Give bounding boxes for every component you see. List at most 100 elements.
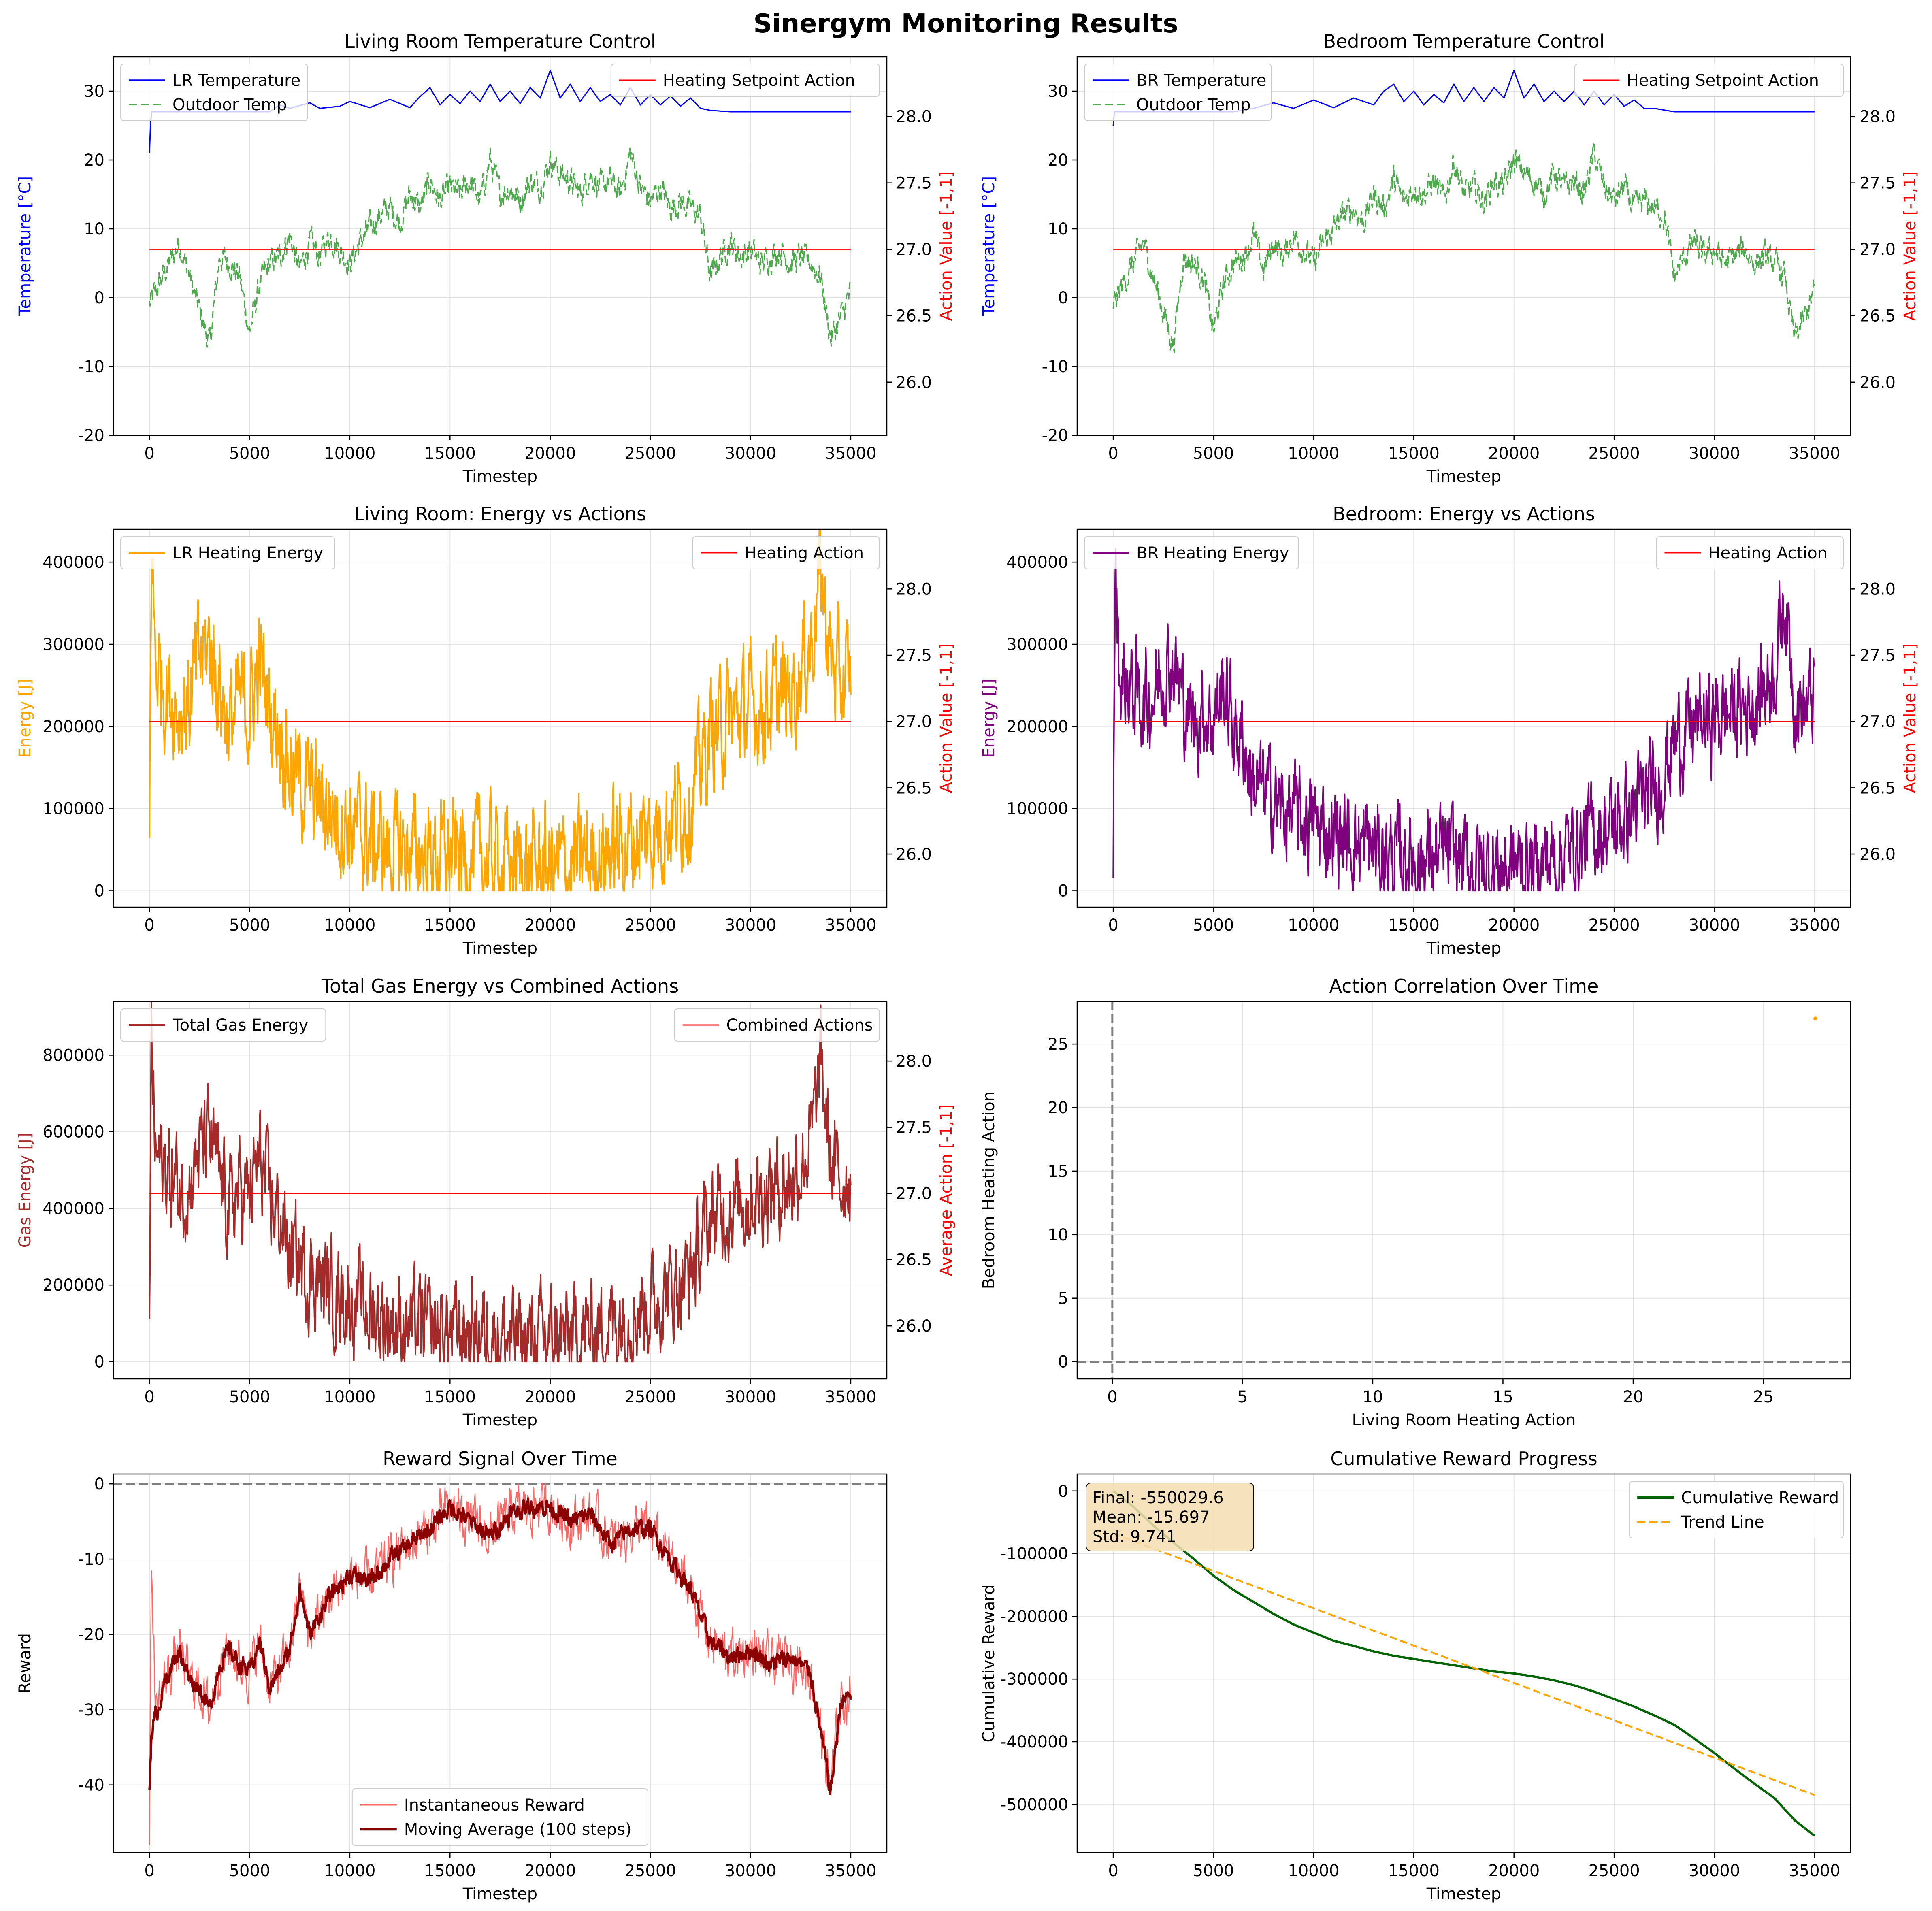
x-tick-label: 25000 bbox=[624, 1388, 676, 1406]
annotation-text: Mean: -15.697 bbox=[1093, 1508, 1210, 1527]
x-tick-label: 10000 bbox=[1288, 1862, 1339, 1880]
y-tick-label: 0 bbox=[94, 1353, 104, 1371]
y-axis-label: Cumulative Reward bbox=[980, 1585, 998, 1743]
x-tick-label: 35000 bbox=[1789, 1862, 1840, 1880]
legend-label: Combined Actions bbox=[726, 1016, 873, 1035]
chart-panel-6: 0 5 10 15 20 25 0 5 10 15 20 25 Action Correlation O… bbox=[980, 975, 1851, 1430]
y-right-tick-label: 26.0 bbox=[896, 373, 932, 392]
chart-panel-2: 0 5000 10000 15000 20000 25000 30000 35000 -20 -1… bbox=[980, 30, 1919, 486]
x-tick-label: 20000 bbox=[524, 444, 576, 463]
legend-label: BR Temperature bbox=[1136, 71, 1266, 90]
x-tick-label: 0 bbox=[1107, 1388, 1117, 1406]
legend-label: Heating Setpoint Action bbox=[663, 71, 855, 90]
y-tick-label: 10 bbox=[1048, 1226, 1068, 1244]
x-tick-label: 15 bbox=[1493, 1388, 1513, 1406]
x-tick-label: 30000 bbox=[725, 444, 776, 463]
y-right-tick-label: 27.0 bbox=[896, 713, 932, 731]
x-tick-label: 10000 bbox=[1288, 916, 1339, 935]
legend-label: Outdoor Temp bbox=[173, 96, 287, 114]
chart-panel-8: 0 5000 10000 15000 20000 25000 30000 35000 -5000… bbox=[980, 1448, 1851, 1903]
chart-title: Action Correlation Over Time bbox=[1329, 975, 1599, 997]
x-tick-label: 5000 bbox=[229, 1862, 271, 1880]
y-tick-label: -10 bbox=[1042, 358, 1068, 376]
x-tick-label: 35000 bbox=[825, 1862, 876, 1880]
x-tick-label: 15000 bbox=[424, 1862, 476, 1880]
y-tick-label: 800000 bbox=[43, 1046, 104, 1065]
legend-box bbox=[1656, 536, 1844, 569]
x-tick-label: 5000 bbox=[229, 1388, 271, 1406]
x-tick-label: 25000 bbox=[1588, 916, 1640, 935]
legend-box bbox=[1084, 536, 1299, 569]
x-tick-label: 35000 bbox=[1789, 916, 1840, 935]
x-tick-label: 15000 bbox=[424, 444, 476, 463]
annotation-text: Std: 9.741 bbox=[1093, 1528, 1176, 1546]
x-tick-label: 15000 bbox=[1388, 1862, 1440, 1880]
x-axis-label: Timestep bbox=[1426, 939, 1501, 958]
y-tick-label: 0 bbox=[94, 289, 104, 307]
x-tick-label: 0 bbox=[1108, 916, 1118, 935]
x-tick-label: 30000 bbox=[725, 1862, 776, 1880]
x-tick-label: 15000 bbox=[1388, 916, 1440, 935]
y-tick-label: 20 bbox=[84, 151, 104, 170]
chart-panel-3: 0 5000 10000 15000 20000 25000 30000 35000 0 1000… bbox=[16, 503, 956, 958]
legend-label: Instantaneous Reward bbox=[404, 1796, 585, 1815]
legend-label: Trend Line bbox=[1681, 1513, 1764, 1532]
y-tick-label: 200000 bbox=[43, 1276, 104, 1295]
y-tick-label: -10 bbox=[78, 358, 104, 376]
scatter-point bbox=[1813, 1016, 1818, 1021]
y-tick-label: 0 bbox=[1058, 1353, 1068, 1372]
legend-box bbox=[120, 64, 308, 121]
axes-frame bbox=[113, 528, 888, 908]
x-axis-label: Timestep bbox=[462, 467, 537, 486]
x-tick-label: 5000 bbox=[229, 916, 271, 935]
x-tick-label: 25000 bbox=[1588, 444, 1640, 463]
y-right-tick-label: 28.0 bbox=[896, 1052, 932, 1071]
x-tick-label: 20000 bbox=[1488, 1862, 1540, 1880]
x-tick-label: 10000 bbox=[324, 1862, 375, 1880]
axes-frame bbox=[113, 1473, 888, 1853]
x-tick-label: 25000 bbox=[624, 444, 676, 463]
series-line-instantaneous-reward bbox=[149, 1483, 852, 1846]
series-line-br-heating-energy bbox=[1112, 548, 1815, 892]
y-tick-label: 400000 bbox=[43, 1199, 104, 1218]
y-tick-label: -200000 bbox=[1001, 1607, 1068, 1626]
axes-frame bbox=[1076, 1473, 1851, 1853]
plot-area bbox=[1112, 1490, 1815, 1837]
y-right-tick-label: 27.0 bbox=[896, 241, 932, 259]
y-tick-label: 15 bbox=[1048, 1162, 1068, 1181]
legend-box bbox=[351, 1788, 649, 1846]
x-axis-label: Timestep bbox=[462, 1885, 537, 1903]
x-tick-label: 5000 bbox=[1193, 916, 1234, 935]
x-tick-label: 5000 bbox=[229, 444, 271, 463]
x-tick-label: 20000 bbox=[524, 1862, 576, 1880]
y-tick-label: 5 bbox=[1058, 1289, 1068, 1308]
y-tick-label: -500000 bbox=[1001, 1796, 1068, 1814]
x-tick-label: 25000 bbox=[1588, 1862, 1640, 1880]
y-right-tick-label: 26.5 bbox=[1860, 779, 1896, 797]
y-axis-label-right: Average Action [-1,1] bbox=[937, 1104, 956, 1276]
y-axis-label-right: Action Value [-1,1] bbox=[1901, 643, 1919, 793]
plot-area bbox=[1813, 1016, 1818, 1021]
y-tick-label: 10 bbox=[1048, 220, 1068, 239]
y-tick-label: 200000 bbox=[1006, 718, 1068, 736]
chart-title: Living Room Temperature Control bbox=[344, 30, 656, 52]
series-line-trend-line bbox=[1113, 1532, 1815, 1796]
y-tick-label: -30 bbox=[78, 1701, 104, 1719]
y-tick-label: 10 bbox=[84, 220, 104, 239]
series-line-lr-heating-energy bbox=[149, 529, 852, 892]
y-axis-label-right: Action Value [-1,1] bbox=[937, 643, 956, 793]
y-right-tick-label: 26.5 bbox=[1860, 307, 1896, 326]
x-tick-label: 0 bbox=[144, 444, 154, 463]
chart-title: Bedroom Temperature Control bbox=[1323, 30, 1605, 52]
x-tick-label: 20000 bbox=[1488, 444, 1540, 463]
x-tick-label: 15000 bbox=[424, 1388, 476, 1406]
x-tick-label: 5 bbox=[1238, 1388, 1248, 1406]
x-axis-label: Timestep bbox=[462, 939, 537, 958]
x-tick-label: 5000 bbox=[1193, 1862, 1234, 1880]
x-tick-label: 15000 bbox=[1388, 444, 1440, 463]
plot-area bbox=[149, 529, 852, 892]
x-tick-label: 25000 bbox=[624, 1862, 676, 1880]
legend-label: Outdoor Temp bbox=[1136, 96, 1251, 114]
y-right-tick-label: 27.5 bbox=[896, 646, 932, 665]
y-tick-label: -20 bbox=[78, 426, 104, 445]
